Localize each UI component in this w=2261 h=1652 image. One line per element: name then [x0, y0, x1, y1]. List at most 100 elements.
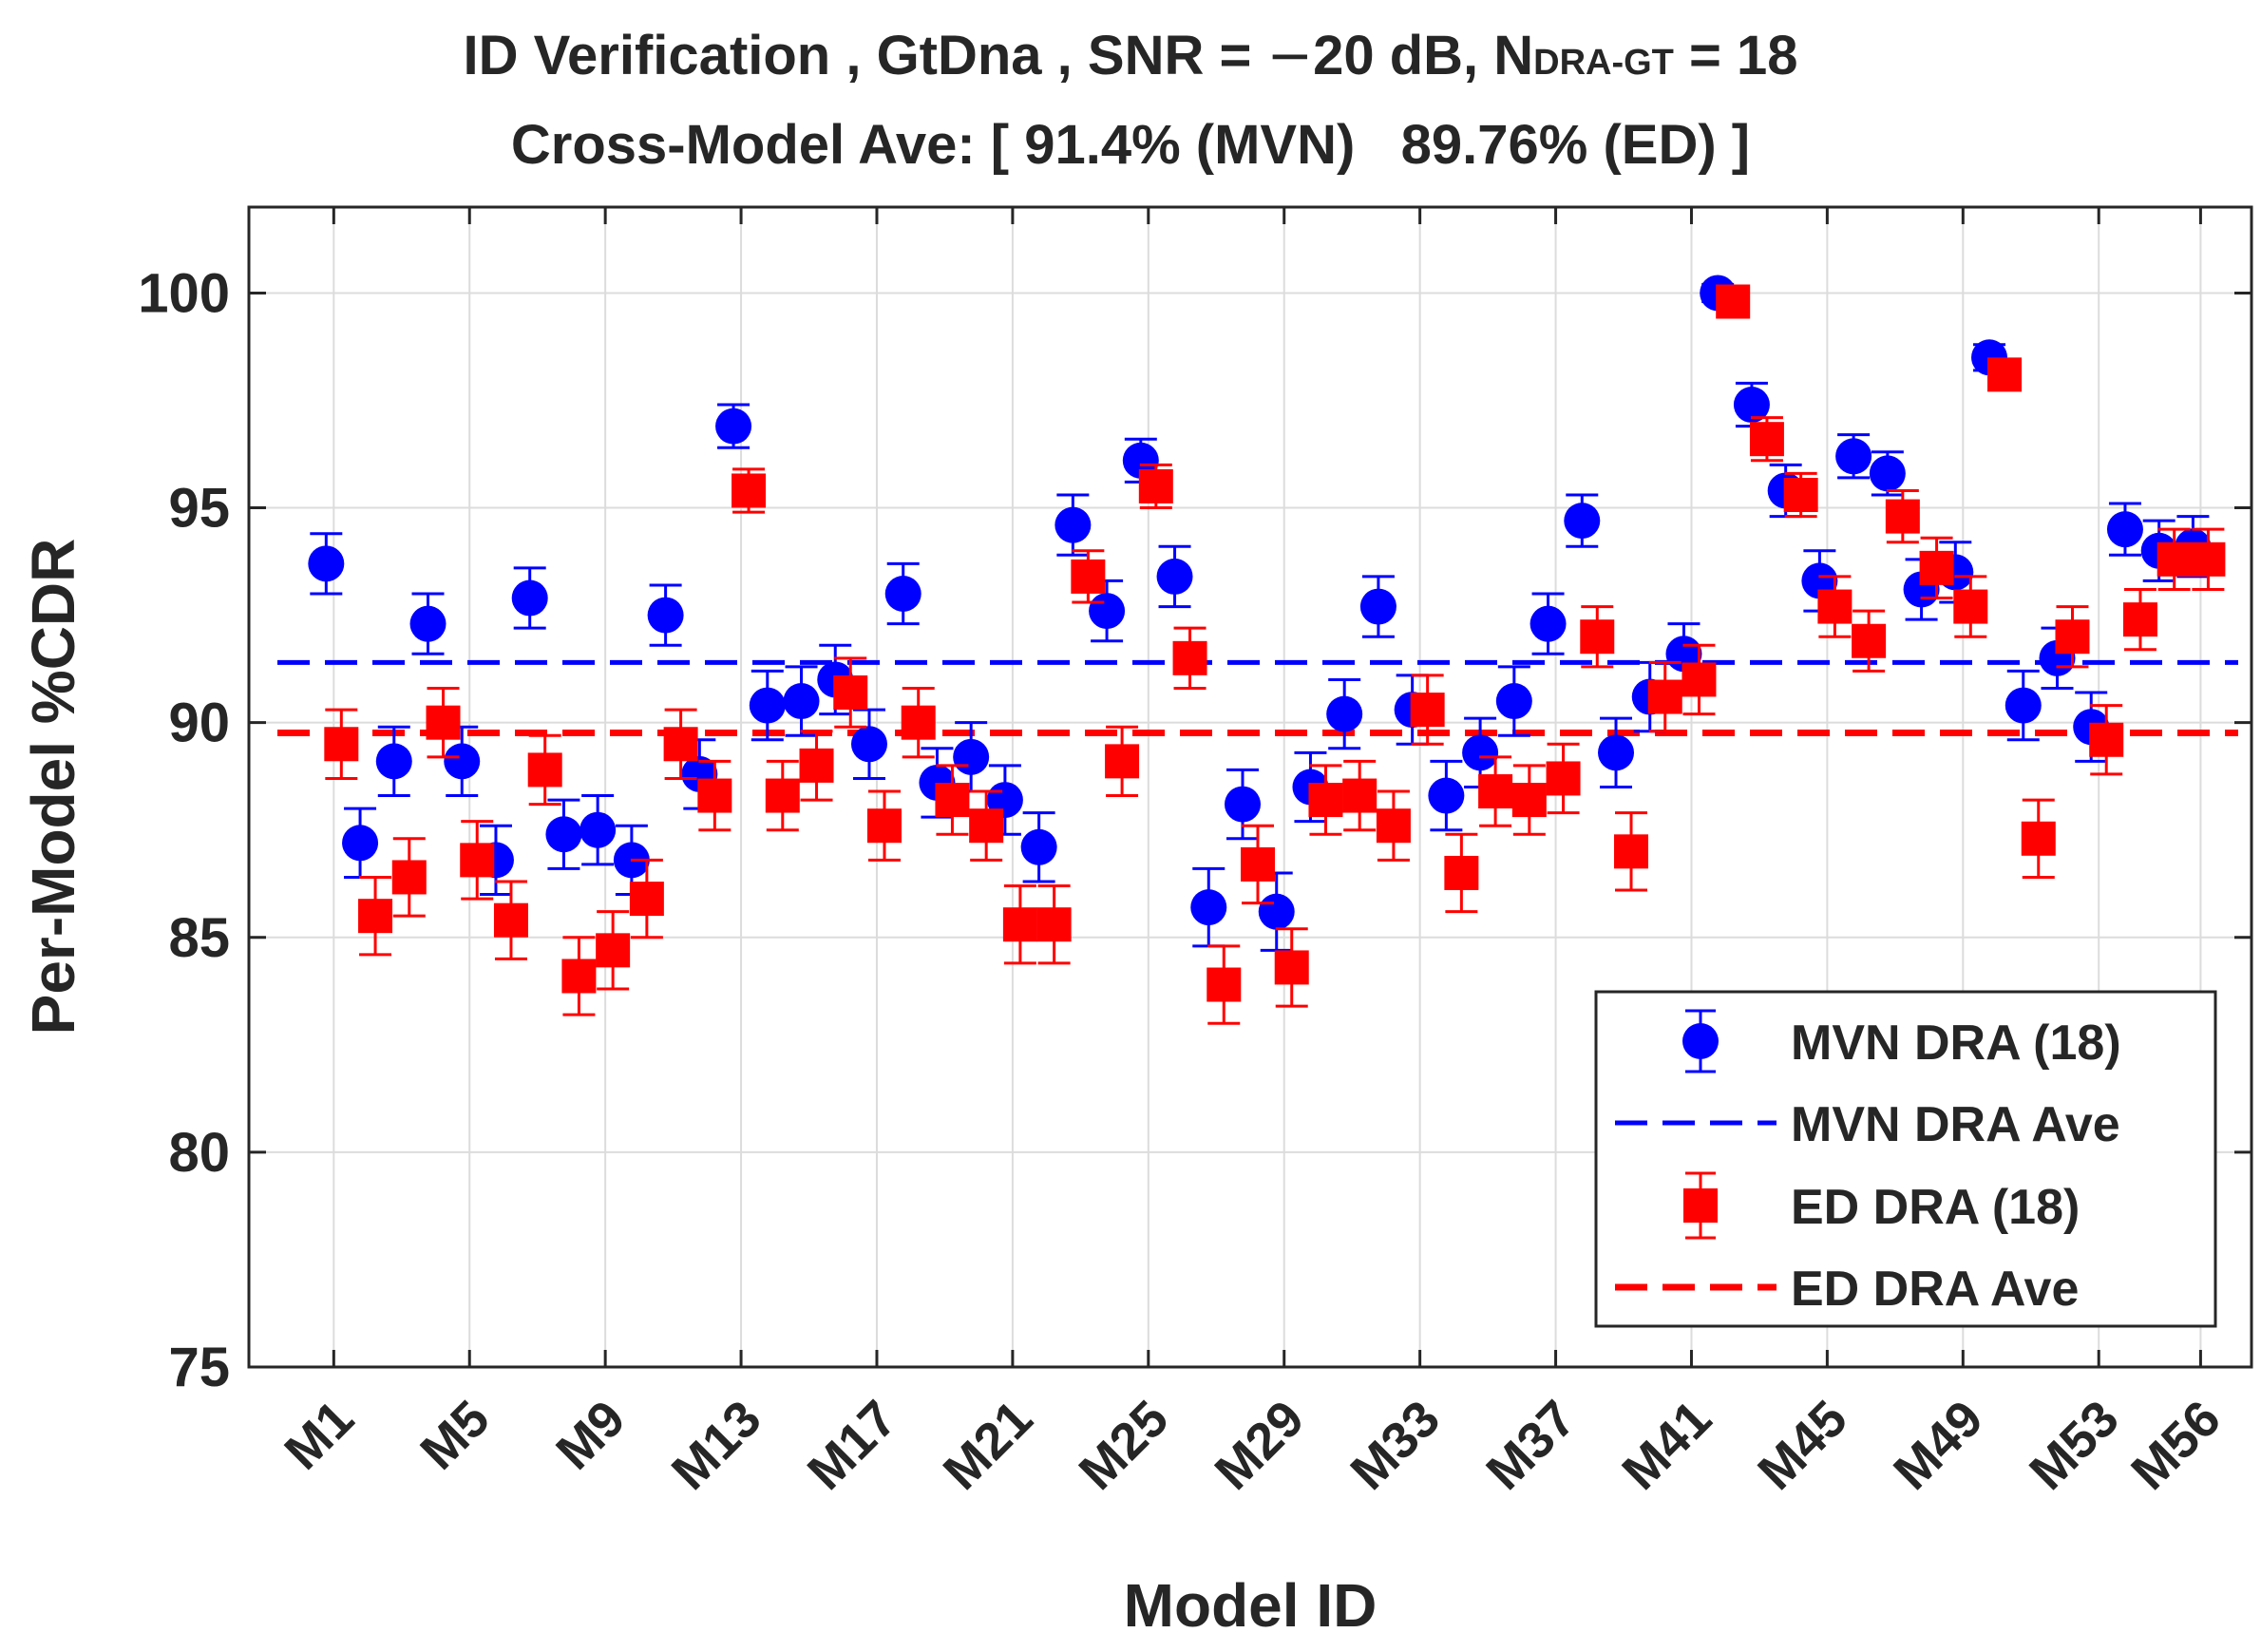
mvn-point-47 — [1869, 455, 1906, 492]
mvn-point-23 — [1054, 506, 1092, 543]
x-tick-label-3: M13 — [661, 1390, 772, 1501]
mvn-point-28 — [1225, 786, 1261, 823]
legend-mvn-label: MVN DRA (18) — [1791, 1016, 2121, 1071]
mvn-point-2 — [342, 825, 379, 862]
ed-point-6 — [493, 902, 528, 938]
ed-point-39 — [1614, 834, 1649, 869]
ed-point-50 — [1987, 357, 2023, 392]
x-tick-label-12: M49 — [1883, 1390, 1994, 1501]
mvn-point-46 — [1835, 438, 1872, 475]
mvn-point-5 — [444, 743, 481, 780]
plot-area-frame — [247, 205, 2253, 1369]
x-tick-label-8: M33 — [1340, 1390, 1451, 1501]
mvn-point-54 — [2106, 511, 2143, 548]
ed-point-14 — [765, 778, 800, 813]
legend-mvn-marker — [1682, 1023, 1719, 1059]
ed-point-8 — [561, 959, 597, 994]
x-tick-label-11: M45 — [1747, 1390, 1858, 1501]
ed-point-56 — [2191, 541, 2226, 577]
mvn-point-20 — [953, 738, 990, 775]
ed-point-29 — [1274, 950, 1309, 985]
ed-point-13 — [732, 473, 767, 508]
ed-point-19 — [935, 783, 970, 818]
mvn-point-26 — [1156, 558, 1193, 595]
ed-point-30 — [1308, 783, 1343, 818]
ed-point-17 — [866, 808, 902, 844]
ed-point-55 — [2156, 541, 2192, 577]
mvn-point-43 — [1733, 387, 1770, 424]
mvn-point-3 — [375, 743, 412, 780]
legend-ed-marker — [1683, 1188, 1718, 1223]
series-ed — [324, 284, 2226, 1025]
mvn-point-29 — [1258, 893, 1295, 930]
y-tick-label-2: 85 — [168, 907, 230, 969]
ed-point-33 — [1410, 693, 1445, 728]
y-axis-ticks: 75 80 85 90 95 100 — [138, 262, 2252, 1398]
ed-point-40 — [1647, 679, 1682, 714]
ed-point-42 — [1716, 284, 1751, 319]
mvn-point-27 — [1190, 889, 1227, 926]
mvn-point-35 — [1462, 734, 1499, 771]
ed-point-16 — [833, 675, 868, 711]
ed-point-4 — [426, 705, 461, 740]
x-axis-label: Model ID — [1124, 1571, 1378, 1640]
x-tick-label-13: M53 — [2019, 1390, 2130, 1501]
mvn-point-36 — [1495, 683, 1532, 720]
ed-point-52 — [2055, 619, 2090, 655]
chart-title-line1: ID Verification , GtDna , SNR = −20 dB, … — [463, 23, 1797, 87]
mvn-point-22 — [1020, 828, 1057, 865]
ed-point-2 — [358, 899, 393, 934]
legend-ed-label: ED DRA (18) — [1791, 1180, 2080, 1235]
ed-point-49 — [1953, 589, 1988, 624]
mvn-point-9 — [580, 811, 617, 848]
ed-point-27 — [1206, 967, 1242, 1002]
ed-point-44 — [1783, 477, 1818, 512]
x-tick-label-14: M56 — [2120, 1390, 2232, 1501]
y-axis-label: Per-Model %CDR — [19, 539, 87, 1035]
ed-point-48 — [1919, 550, 1954, 585]
y-tick-label-1: 80 — [168, 1122, 230, 1184]
y-tick-label-3: 90 — [168, 693, 230, 754]
y-tick-label-0: 75 — [168, 1337, 230, 1398]
ed-point-51 — [2021, 821, 2056, 856]
title-snr: 20 dB, N — [1313, 25, 1533, 86]
average-lines — [277, 659, 2238, 737]
x-tick-label-9: M37 — [1475, 1390, 1586, 1501]
mvn-point-31 — [1326, 695, 1363, 732]
x-tick-label-1: M5 — [409, 1390, 500, 1480]
ed-point-41 — [1682, 662, 1717, 697]
mvn-point-11 — [647, 597, 684, 634]
y-tick-label-4: 95 — [168, 478, 230, 540]
ed-point-3 — [391, 860, 427, 895]
ed-point-34 — [1444, 855, 1479, 890]
ed-point-43 — [1749, 422, 1784, 457]
grid — [249, 207, 2252, 1368]
ed-point-20 — [969, 808, 1004, 844]
ed-point-24 — [1105, 744, 1140, 779]
x-tick-label-2: M9 — [545, 1390, 636, 1480]
legend-item-mvn-ave: MVN DRA Ave — [1615, 1097, 2120, 1152]
mvn-point-15 — [783, 683, 820, 720]
title-minus: − — [1266, 23, 1313, 87]
mvn-point-1 — [308, 545, 345, 582]
ed-point-47 — [1885, 499, 1920, 534]
mvn-point-37 — [1530, 605, 1567, 642]
legend-ed-ave-label: ED DRA Ave — [1791, 1262, 2079, 1317]
ed-point-7 — [527, 752, 562, 788]
ed-point-38 — [1580, 619, 1615, 655]
x-tick-label-7: M29 — [1205, 1390, 1316, 1501]
legend-item-ed: ED DRA (18) — [1683, 1171, 2080, 1240]
ed-point-18 — [901, 705, 936, 740]
mvn-point-38 — [1564, 503, 1601, 540]
ed-point-53 — [2089, 722, 2124, 757]
ed-point-35 — [1478, 774, 1513, 809]
mvn-point-13 — [715, 408, 752, 445]
x-tick-label-5: M21 — [933, 1390, 1044, 1501]
mvn-point-14 — [749, 687, 786, 724]
title-suffix: = 18 — [1674, 25, 1798, 86]
mvn-point-8 — [545, 816, 582, 853]
ed-point-54 — [2122, 602, 2157, 637]
legend-item-ed-ave: ED DRA Ave — [1615, 1262, 2079, 1317]
ed-point-21 — [1002, 907, 1037, 942]
